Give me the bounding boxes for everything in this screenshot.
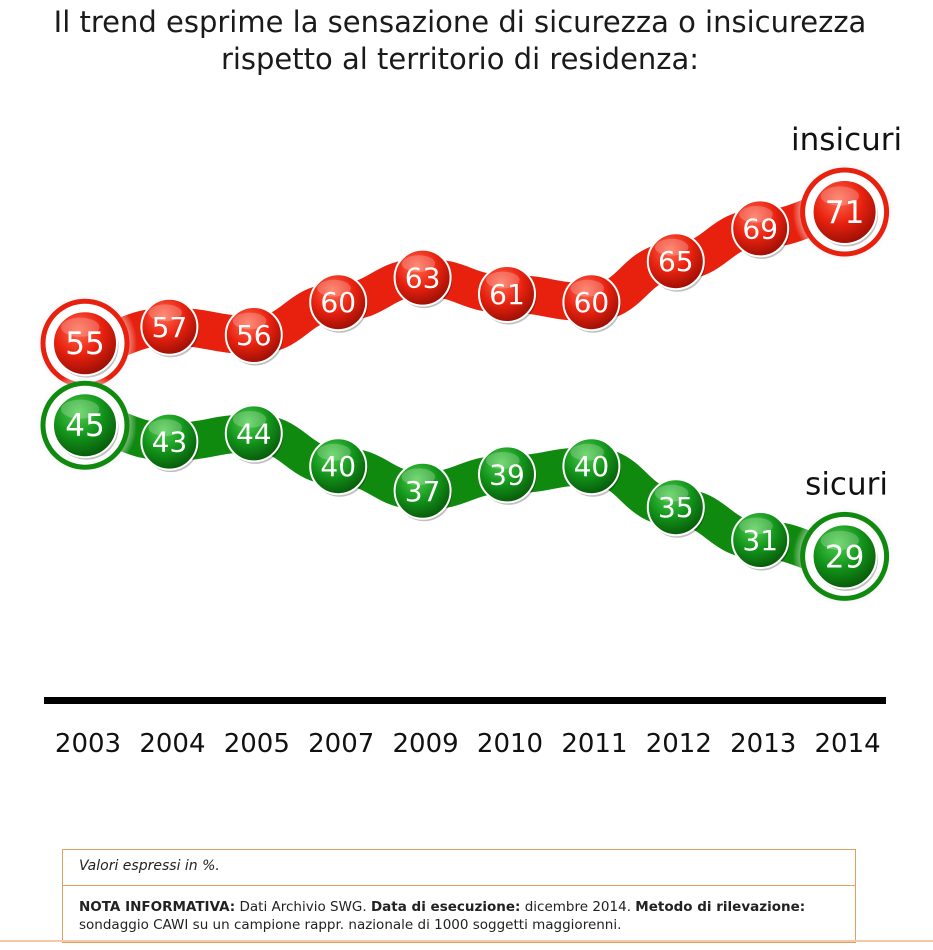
x-tick-label-2012: 2012 [646, 729, 712, 759]
x-tick-label-2005: 2005 [224, 729, 290, 759]
data-label-sicuri-2004: 43 [152, 426, 188, 459]
data-label-insicuri-2011: 60 [574, 286, 610, 319]
x-tick-label-2007: 2007 [308, 729, 374, 759]
data-label-insicuri-2004: 57 [152, 311, 188, 344]
page-bottom-rule [0, 940, 933, 942]
data-point-sicuri-2011: 40 [563, 438, 621, 497]
units-note: Valori espressi in %. [63, 850, 855, 886]
data-label-sicuri-2009: 37 [405, 475, 441, 508]
data-label-sicuri-2007: 40 [320, 450, 356, 483]
data-label-sicuri-2012: 35 [658, 491, 694, 524]
data-label-insicuri-2012: 65 [658, 245, 694, 278]
data-point-insicuri-2014: 71 [793, 160, 897, 264]
x-tick-label-2004: 2004 [139, 729, 205, 759]
data-label-insicuri-2005: 56 [236, 319, 272, 352]
series-ribbon-insicuri [85, 212, 845, 343]
series-insicuri: 55 57 56 60 63 61 60 65 69 71 insicuri [33, 122, 902, 395]
data-point-insicuri-2011: 60 [563, 274, 621, 333]
data-label-insicuri-2010: 61 [489, 278, 525, 311]
x-axis-bar [44, 697, 886, 704]
data-point-sicuri-2014: 29 [793, 504, 897, 608]
x-tick-label-2014: 2014 [815, 729, 881, 759]
x-tick-label-2003: 2003 [55, 729, 121, 759]
x-tick-label-2013: 2013 [730, 729, 796, 759]
series-sicuri: 45 43 44 40 37 39 40 35 31 29 sicuri [33, 373, 897, 608]
data-point-sicuri-2003: 45 [33, 373, 137, 477]
note-label-metodo: Metodo di rilevazione: [635, 899, 805, 915]
data-point-insicuri-2004: 57 [141, 299, 199, 358]
data-point-sicuri-2004: 43 [141, 414, 199, 473]
info-note-box: Valori espressi in %. NOTA INFORMATIVA: … [62, 849, 856, 943]
data-point-sicuri-2012: 35 [648, 479, 706, 538]
note-text-data: dicembre 2014. [520, 899, 635, 915]
data-label-sicuri-2013: 31 [742, 524, 778, 557]
x-tick-label-2011: 2011 [561, 729, 627, 759]
x-tick-label-2009: 2009 [393, 729, 459, 759]
data-label-insicuri-2007: 60 [320, 286, 356, 319]
data-point-insicuri-2010: 61 [479, 266, 537, 325]
data-label-insicuri-2009: 63 [405, 262, 441, 295]
data-point-sicuri-2005: 44 [226, 405, 283, 464]
x-tick-label-2010: 2010 [477, 729, 543, 759]
note-text-metodo: sondaggio CAWI su un campione rappr. naz… [79, 917, 621, 933]
data-label-sicuri-2014: 29 [825, 539, 864, 575]
methodology-note: NOTA INFORMATIVA: Dati Archivio SWG. Dat… [63, 886, 855, 934]
data-label-sicuri-2010: 39 [489, 458, 525, 491]
note-label-data: Data di esecuzione: [371, 899, 520, 915]
data-label-sicuri-2003: 45 [65, 408, 104, 444]
series-ribbon-sicuri [85, 425, 845, 556]
data-label-insicuri-2003: 55 [65, 326, 104, 362]
data-point-insicuri-2005: 56 [226, 307, 283, 366]
data-point-sicuri-2013: 31 [732, 512, 790, 571]
data-point-sicuri-2007: 40 [310, 438, 368, 497]
data-label-insicuri-2013: 69 [742, 212, 778, 245]
data-label-sicuri-2005: 44 [236, 417, 272, 450]
note-label-informativa: NOTA INFORMATIVA: [79, 899, 235, 915]
trend-chart: 55 57 56 60 63 61 60 65 69 71 insicuri 45 43 44 40 37 39… [0, 0, 933, 800]
data-point-sicuri-2009: 37 [395, 463, 453, 522]
series-label-sicuri: sicuri [805, 466, 888, 502]
data-label-insicuri-2014: 71 [825, 195, 864, 231]
data-label-sicuri-2011: 40 [574, 450, 610, 483]
note-text-archivio: Dati Archivio SWG. [235, 899, 371, 915]
data-point-sicuri-2010: 39 [479, 446, 537, 505]
series-label-insicuri: insicuri [791, 122, 902, 158]
